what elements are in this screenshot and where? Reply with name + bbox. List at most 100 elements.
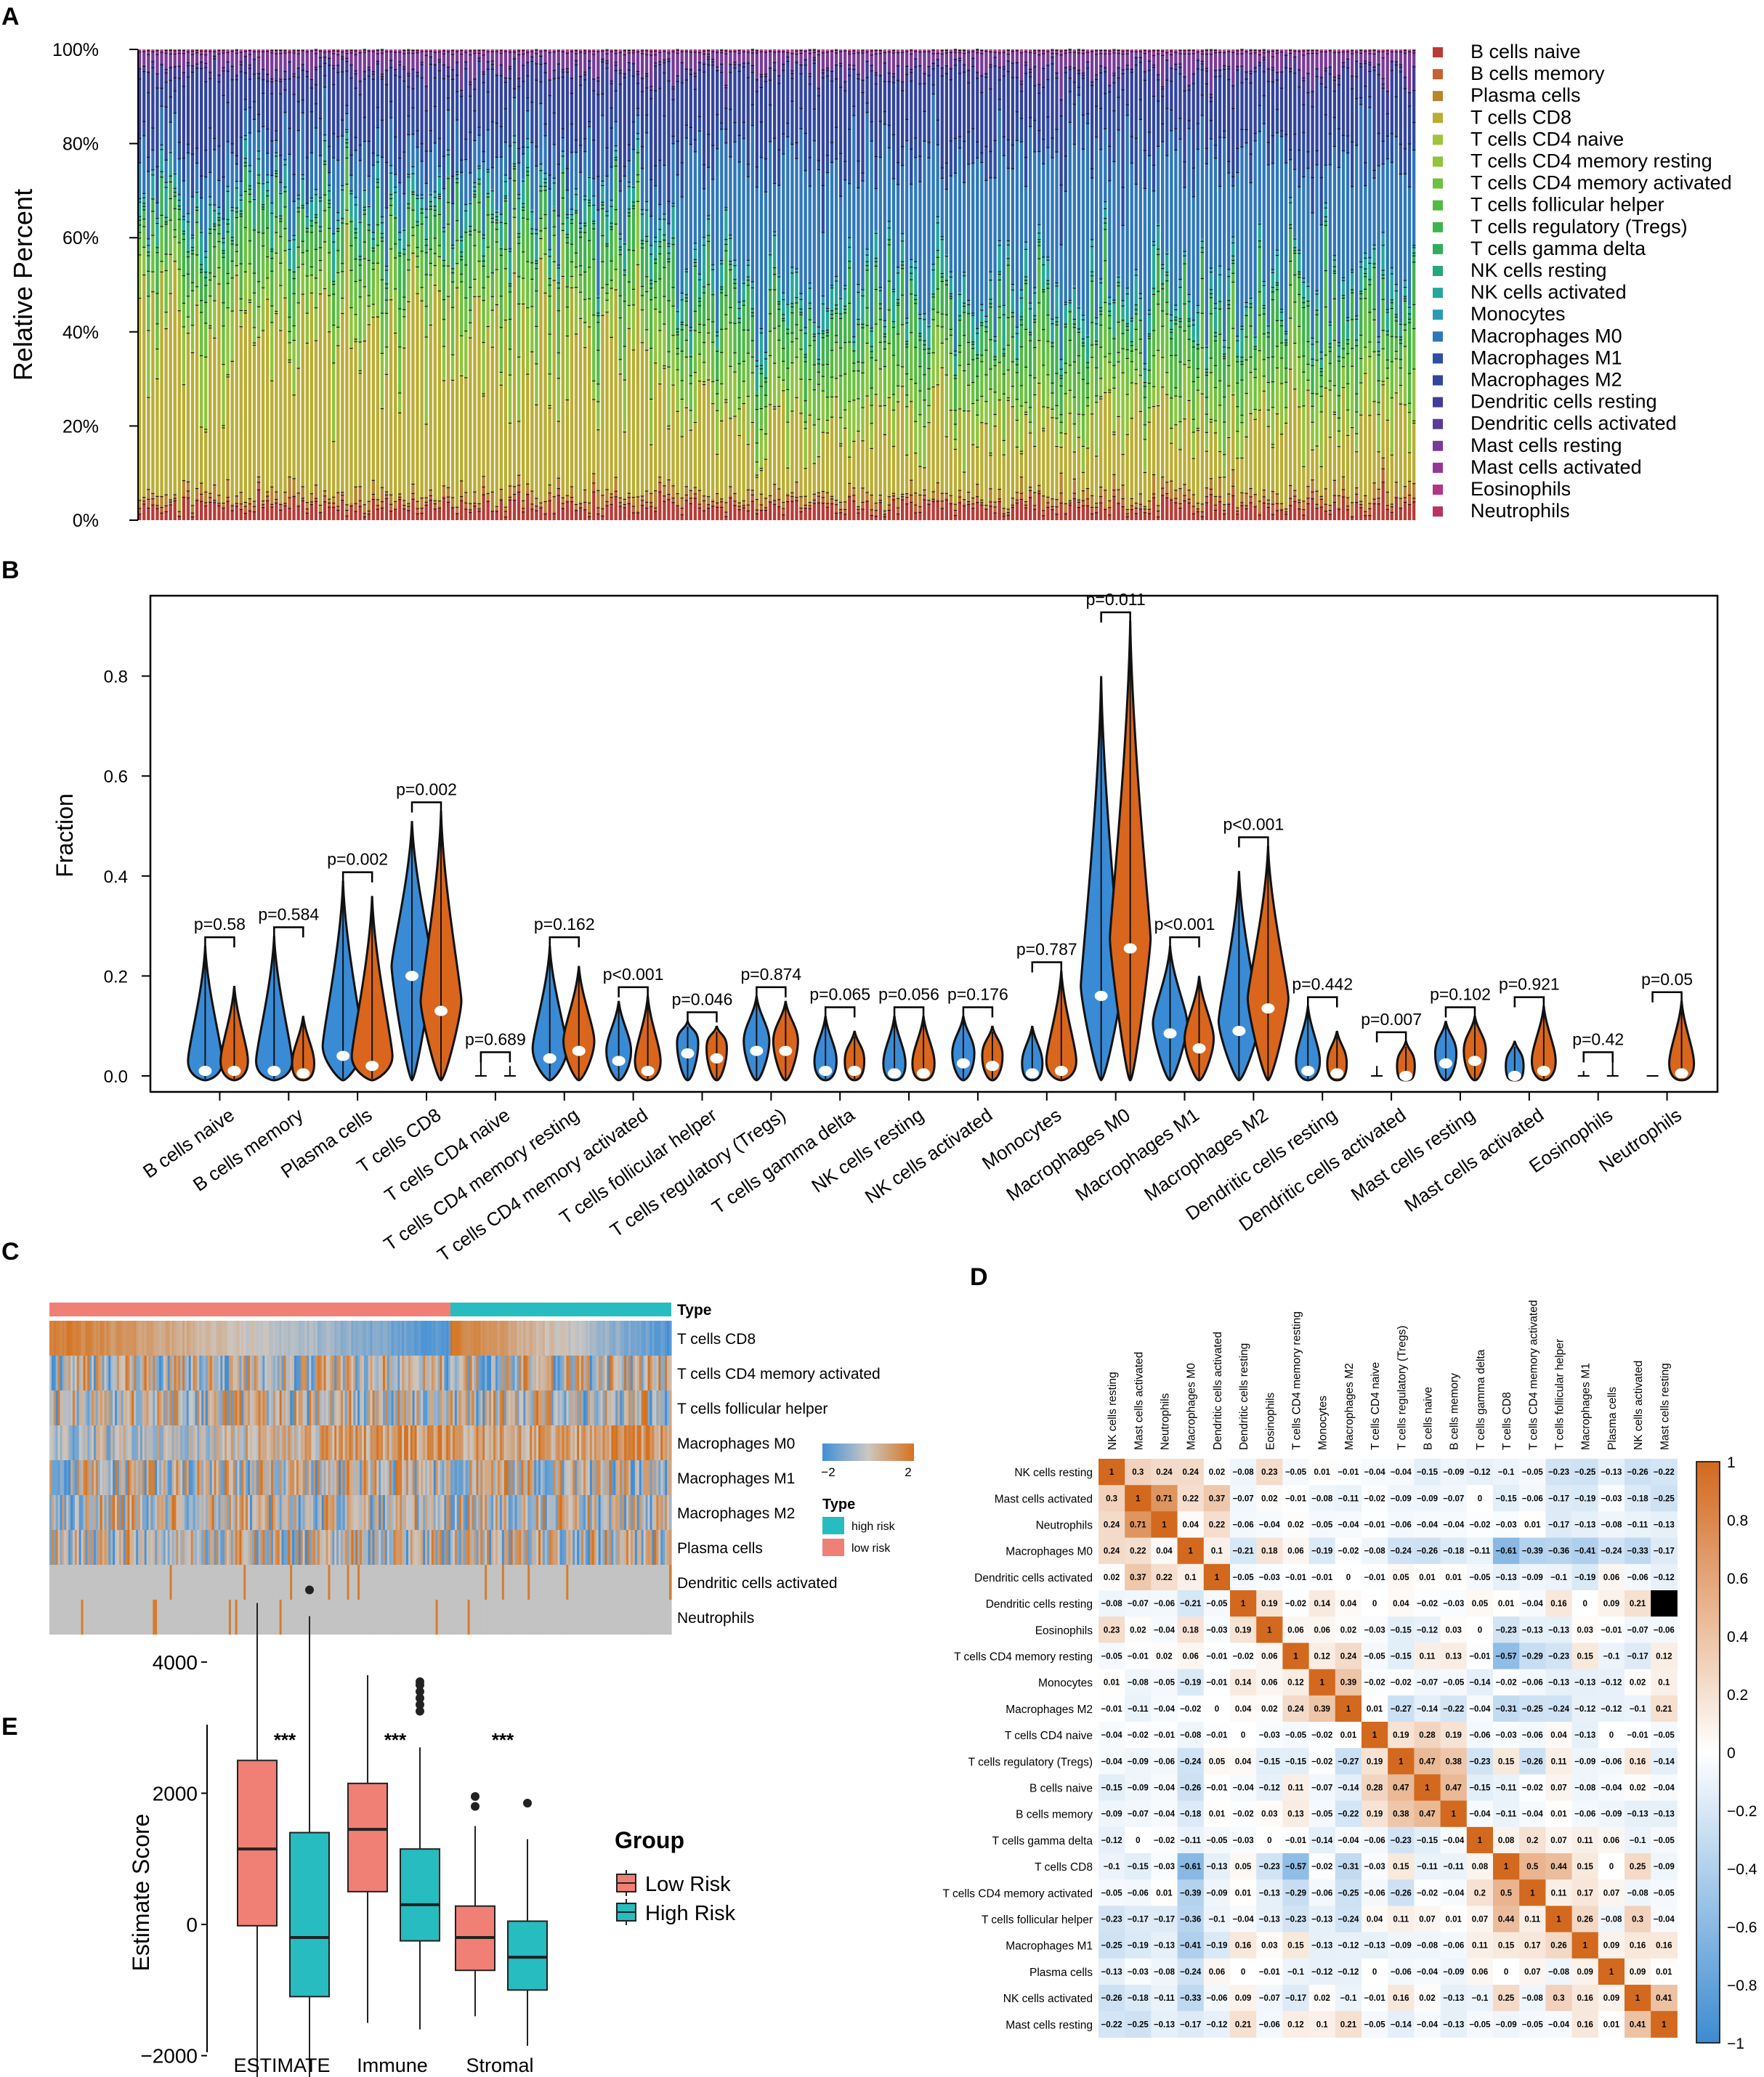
bar-segment-mast-cells-resting [336,54,339,64]
bar-segment-macrophages-m0 [579,172,582,223]
bar-segment-b-cells-memory [358,501,361,506]
bar-segment-macrophages-m2 [438,70,441,138]
bar-segment-t-cells-cd8 [306,343,309,502]
bar-segment-macrophages-m2 [230,79,233,143]
bar-segment-t-cells-cd8 [209,328,211,493]
bar-segment-dendritic-cells-resting [349,65,352,78]
bar-segment-t-cells-regulatory-tregs [526,175,529,219]
sample-column [509,49,511,520]
bar-segment-monocytes [187,214,190,222]
bar-segment-t-cells-regulatory-tregs [328,207,331,228]
bar-segment-plasma-cells [509,485,511,496]
bar-segment-macrophages-m0 [539,103,542,163]
bar-segment-plasma-cells [535,498,538,506]
bar-segment-t-cells-cd4-memory-activated [424,306,427,336]
bar-segment-plasma-cells [226,479,229,497]
bar-segment-nk-cells-activated [429,195,432,202]
bar-segment-neutrophils [253,49,256,50]
bar-segment-macrophages-m2 [257,78,260,114]
bar-segment-mast-cells-activated [368,49,371,50]
bar-segment-mast-cells-resting [623,54,626,73]
bar-segment-b-cells-naive [583,509,586,520]
bar-segment-macrophages-m1 [155,166,158,203]
bar-segment-t-cells-follicular-helper [464,264,467,297]
bar-segment-macrophages-m1 [372,153,375,165]
bar-segment-t-cells-gamma-delta [447,177,450,178]
bar-segment-plasma-cells [614,477,617,491]
sample-column [279,49,282,520]
bar-segment-macrophages-m2 [368,76,371,141]
bar-segment-t-cells-cd4-memory-activated [522,251,525,278]
bar-segment-eosinophils [420,50,423,51]
bar-segment-t-cells-gamma-delta [509,286,511,291]
bar-segment-mast-cells-activated [601,50,604,51]
bar-segment-macrophages-m1 [667,201,670,224]
bar-segment-t-cells-cd4-memory-resting [438,256,441,290]
bar-segment-t-cells-cd4-memory-resting [654,309,657,361]
bar-segment-t-cells-cd4-naive [213,337,216,338]
bar-segment-dendritic-cells-resting [200,62,203,68]
bar-segment-b-cells-memory [614,491,617,496]
y-tick-label: 0% [73,511,99,531]
bar-segment-macrophages-m0 [306,203,309,214]
bar-segment-eosinophils [482,49,485,50]
bar-segment-eosinophils [376,49,379,50]
bar-segment-t-cells-cd4-memory-activated [623,346,626,379]
bar-segment-monocytes [504,175,507,182]
bar-segment-t-cells-cd4-naive [174,260,177,261]
bar-segment-mast-cells-activated [619,51,622,52]
bar-segment-eosinophils [147,50,150,51]
bar-segment-plasma-cells [164,495,167,506]
bar-segment-macrophages-m1 [394,137,397,174]
bar-segment-t-cells-cd8 [394,333,397,501]
bar-segment-b-cells-naive [548,501,551,520]
bar-segment-mast-cells-activated [429,50,432,51]
bar-segment-macrophages-m2 [464,68,467,139]
bar-segment-t-cells-cd8 [650,445,652,493]
bar-segment-t-cells-cd4-memory-activated [552,235,555,262]
bar-segment-t-cells-cd4-naive [363,340,366,341]
y-axis-title: Relative Percent [8,189,38,381]
bar-segment-mast-cells-resting [557,51,560,62]
bar-segment-t-cells-cd8 [438,291,441,501]
bar-segment-macrophages-m0 [341,136,344,185]
bar-segment-plasma-cells [195,488,198,498]
bar-segment-dendritic-cells-resting [619,73,622,84]
bar-segment-t-cells-cd4-memory-activated [658,312,661,330]
bar-segment-b-cells-memory [548,493,551,500]
bar-segment-nk-cells-resting [562,169,565,171]
bar-segment-dendritic-cells-resting [579,76,582,85]
bar-segment-monocytes [354,197,357,204]
bar-segment-t-cells-cd4-memory-resting [389,248,392,297]
sample-column [376,49,379,520]
bar-segment-nk-cells-activated [226,191,229,219]
bar-segment-mast-cells-resting [266,51,269,72]
bar-segment-macrophages-m0 [385,208,388,266]
bar-segment-nk-cells-activated [442,231,445,259]
bar-segment-dendritic-cells-resting [182,73,185,86]
bar-segment-eosinophils [328,50,331,51]
bar-segment-macrophages-m2 [434,78,437,106]
bar-segment-nk-cells-activated [500,222,503,248]
bar-segment-macrophages-m1 [315,103,317,127]
sample-column [645,49,648,520]
sample-column [685,49,688,520]
bar-segment-t-cells-gamma-delta [253,228,256,230]
bar-segment-macrophages-m2 [539,64,542,81]
bar-segment-t-cells-cd4-memory-activated [195,254,198,286]
bar-segment-t-cells-cd4-memory-activated [222,325,224,364]
bar-segment-b-cells-memory [482,487,485,495]
bar-segment-t-cells-follicular-helper [566,286,569,307]
sample-column [147,49,150,520]
bar-segment-t-cells-regulatory-tregs [539,190,542,218]
sample-column [482,49,485,520]
bar-segment-t-cells-cd4-memory-resting [160,261,163,270]
bar-segment-b-cells-naive [680,514,683,520]
bar-segment-t-cells-cd4-naive [583,345,586,347]
bar-segment-t-cells-cd4-memory-resting [460,336,463,374]
bar-segment-t-cells-cd4-naive [187,332,190,333]
bar-segment-macrophages-m0 [310,153,313,198]
bar-segment-dendritic-cells-activated [530,55,533,57]
bar-segment-dendritic-cells-activated [306,70,309,72]
bar-segment-t-cells-gamma-delta [562,171,565,173]
